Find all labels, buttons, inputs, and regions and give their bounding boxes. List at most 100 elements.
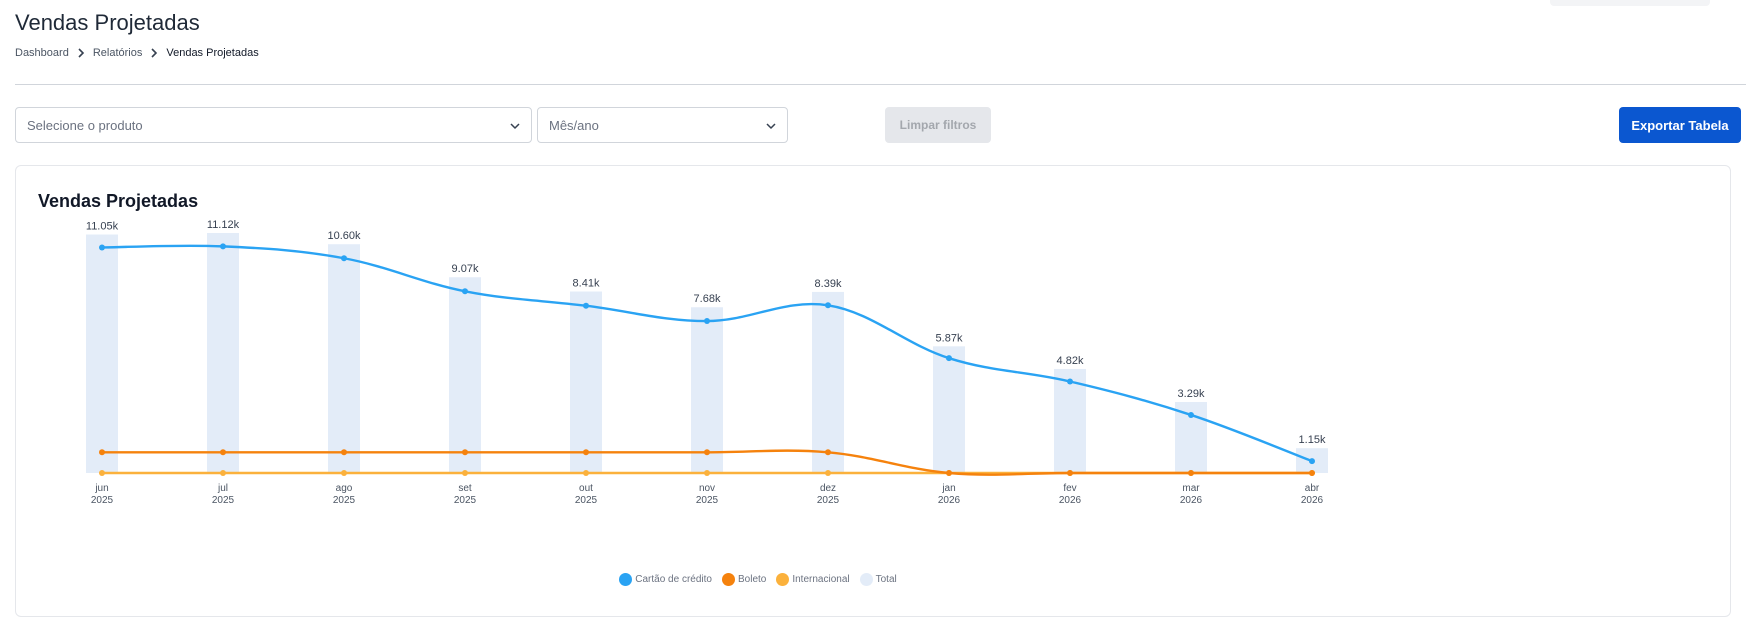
breadcrumb: Dashboard Relatórios Vendas Projetadas (15, 47, 259, 59)
total-bar (86, 234, 118, 473)
legend-item-total[interactable]: Total (859, 573, 897, 586)
series-point (583, 302, 589, 309)
series-point (825, 449, 831, 456)
x-axis: jun2025jul2025ago2025set2025out2025nov20… (91, 483, 1324, 506)
data-label: 8.39k (815, 278, 842, 290)
series-point (1309, 458, 1315, 465)
legend-marker-total (859, 573, 873, 586)
product-select[interactable]: Selecione o produto (15, 107, 532, 143)
series-point (1067, 470, 1073, 476)
series-point (99, 470, 105, 476)
series-point (341, 470, 347, 476)
data-label: 11.05k (86, 221, 119, 233)
chevron-right-icon (78, 48, 84, 58)
data-label: 10.60k (327, 230, 361, 242)
x-tick-year: 2026 (1059, 495, 1082, 506)
x-tick-month: ago (336, 483, 353, 494)
data-label: 1.15k (1299, 434, 1326, 446)
page-title: Vendas Projetadas (15, 10, 200, 35)
x-tick-month: fev (1063, 483, 1076, 494)
series-point (704, 449, 710, 456)
total-bar (812, 291, 844, 473)
month-year-select-placeholder: Mês/ano (549, 117, 599, 133)
series-point (946, 355, 952, 362)
total-bar (691, 307, 723, 473)
series-line (102, 449, 1312, 476)
series-point (1309, 470, 1315, 476)
x-tick-month: jul (217, 483, 228, 494)
sales-projection-chart: 11.05k 11.12k 10.60k 9.07k 8.41k 7.68k 8.39k 5.… (86, 219, 1328, 506)
series-point (341, 449, 347, 456)
total-bar (207, 233, 239, 473)
breadcrumb-dashboard[interactable]: Dashboard (15, 47, 69, 59)
legend-marker-boleto (721, 573, 735, 586)
x-tick-year: 2025 (333, 495, 356, 506)
series-point (462, 449, 468, 456)
series-0 (99, 243, 1315, 465)
legend-label-total: Total (875, 574, 897, 585)
chart-card: Vendas Projetadas 11.05k 11.12k 10.60k 9.07… (15, 165, 1731, 617)
legend-item-boleto[interactable]: Boleto (721, 573, 766, 586)
x-tick-year: 2025 (817, 495, 840, 506)
legend-marker-cartao (619, 573, 633, 586)
data-label: 11.12k (207, 219, 240, 231)
x-tick-month: out (579, 483, 593, 494)
data-label: 8.41k (573, 277, 600, 289)
series-point (462, 470, 468, 476)
total-bar (1054, 368, 1086, 473)
x-tick-month: mar (1182, 483, 1200, 494)
data-label: 9.07k (452, 263, 479, 275)
x-tick-year: 2025 (575, 495, 598, 506)
series-point (462, 288, 468, 295)
legend-label-cartao: Cartão de crédito (635, 574, 712, 585)
x-tick-month: nov (699, 483, 715, 494)
breadcrumb-current: Vendas Projetadas (166, 47, 259, 59)
x-tick-month: jun (94, 483, 108, 494)
breadcrumb-relatorios[interactable]: Relatórios (92, 47, 143, 59)
series-point (583, 470, 589, 476)
series-point (825, 302, 831, 309)
series-point (220, 243, 226, 250)
x-tick-year: 2025 (212, 495, 235, 506)
x-tick-year: 2026 (1301, 495, 1324, 506)
data-labels: 11.05k 11.12k 10.60k 9.07k 8.41k 7.68k 8.39k 5.… (86, 219, 1326, 446)
total-bars (86, 233, 1328, 473)
filter-bar: Selecione o produto Mês/ano Limpar filtr… (15, 107, 1746, 143)
legend-item-internacional[interactable]: Internacional (776, 573, 850, 586)
chevron-down-icon (766, 123, 776, 130)
series-point (704, 470, 710, 476)
legend-label-internacional: Internacional (792, 574, 850, 585)
total-bar (328, 244, 360, 473)
x-tick-month: jan (941, 483, 955, 494)
product-select-placeholder: Selecione o produto (27, 117, 143, 133)
chart-title: Vendas Projetadas (38, 191, 199, 211)
header-divider (15, 84, 1746, 85)
series-point (99, 449, 105, 456)
x-tick-year: 2026 (1180, 495, 1203, 506)
series-point (220, 470, 226, 476)
clear-filters-button[interactable]: Limpar filtros (885, 107, 991, 143)
series-point (220, 449, 226, 456)
x-tick-year: 2025 (454, 495, 477, 506)
export-table-button[interactable]: Exportar Tabela (1619, 107, 1741, 143)
data-label: 3.29k (1178, 388, 1205, 400)
chevron-down-icon (510, 123, 520, 130)
month-year-select[interactable]: Mês/ano (537, 107, 788, 143)
total-bar (933, 346, 965, 473)
legend-item-cartao[interactable]: Cartão de crédito (619, 573, 712, 586)
data-label: 4.82k (1057, 355, 1084, 367)
series-1 (99, 449, 1315, 476)
series-point (1188, 470, 1194, 476)
x-tick-month: dez (820, 483, 836, 494)
total-bar (570, 291, 602, 473)
chevron-right-icon (151, 48, 158, 58)
series-point (1067, 378, 1073, 385)
x-tick-month: set (458, 483, 472, 494)
chart-legend: Cartão de crédito Boleto Internacional T… (16, 573, 1732, 586)
x-tick-year: 2026 (938, 495, 961, 506)
x-tick-month: abr (1305, 483, 1320, 494)
series-point (1188, 411, 1194, 418)
series-point (341, 255, 347, 262)
legend-marker-internacional (776, 573, 790, 586)
